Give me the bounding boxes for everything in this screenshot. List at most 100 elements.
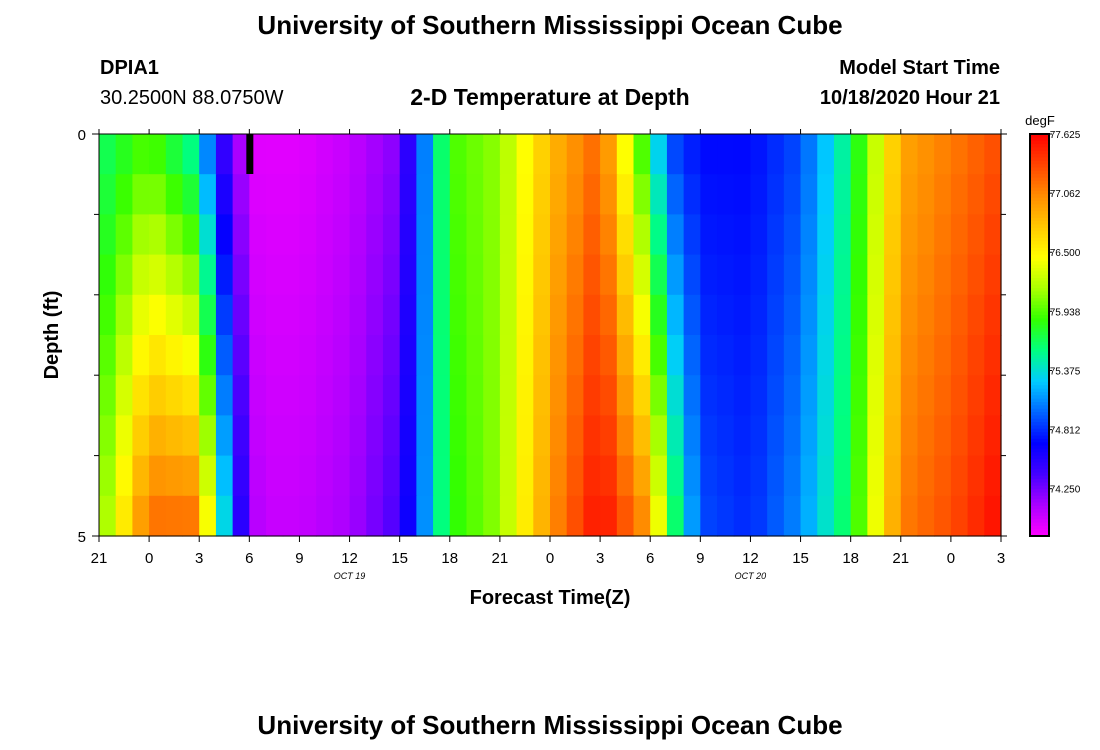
heatmap-cell	[282, 214, 301, 256]
heatmap-cell	[783, 415, 802, 457]
heatmap-cell	[833, 294, 852, 336]
colorbar-segment	[1030, 348, 1049, 353]
colorbar-segment	[1030, 318, 1049, 323]
heatmap-cell	[165, 455, 184, 497]
heatmap-cell	[850, 415, 868, 457]
heatmap-cell	[466, 254, 484, 296]
heatmap-cell	[884, 495, 902, 537]
heatmap-cell	[817, 495, 835, 537]
heatmap-cell	[249, 174, 267, 215]
heatmap-cell	[282, 375, 301, 416]
y-tick-label: 0	[78, 127, 86, 144]
heatmap-cell	[850, 455, 868, 497]
colorbar-segment	[1030, 301, 1049, 306]
heatmap-cell	[449, 455, 468, 497]
heatmap-cell	[483, 495, 501, 537]
heatmap-cell	[266, 294, 284, 336]
heatmap-cell	[366, 375, 384, 416]
heatmap-cell	[650, 495, 668, 537]
heatmap-cell	[967, 254, 985, 296]
heatmap-cell	[249, 455, 267, 497]
heatmap-cell	[750, 214, 768, 256]
heatmap-cell	[215, 335, 234, 376]
x-tick-label: 21	[492, 550, 509, 567]
heatmap-cell	[750, 335, 768, 376]
heatmap-cell	[583, 455, 601, 497]
heatmap-cell	[499, 254, 518, 296]
colorbar-segment	[1030, 502, 1049, 507]
heatmap-cell	[633, 375, 651, 416]
heatmap-cell	[733, 294, 752, 336]
heatmap-cell	[516, 335, 534, 376]
heatmap-cell	[399, 174, 417, 215]
date-label: OCT 20	[735, 571, 767, 581]
heatmap-cell	[382, 174, 401, 215]
heatmap-cell	[650, 214, 668, 256]
heatmap-cell	[282, 134, 301, 175]
heatmap-cell	[483, 335, 501, 376]
heatmap-cell	[934, 335, 952, 376]
heatmap-cell	[466, 335, 484, 376]
heatmap-cell	[433, 214, 451, 256]
colorbar-segment	[1030, 398, 1049, 403]
heatmap-cell	[984, 415, 1002, 457]
heatmap-cell	[950, 294, 969, 336]
heatmap-cell	[600, 294, 618, 336]
colorbar-segment	[1030, 522, 1049, 527]
heatmap-cell	[800, 294, 818, 336]
heatmap-cell	[533, 375, 551, 416]
heatmap-cell	[817, 174, 835, 215]
heatmap-cell	[650, 134, 668, 175]
heatmap-cell	[833, 375, 852, 416]
heatmap-cell	[182, 455, 200, 497]
colorbar-segment	[1030, 308, 1049, 313]
heatmap-cell	[800, 495, 818, 537]
colorbar-segment	[1030, 395, 1049, 400]
heatmap-cell	[483, 294, 501, 336]
colorbar-segment	[1030, 194, 1049, 199]
heatmap-cell	[165, 254, 184, 296]
heatmap-cell	[850, 294, 868, 336]
heatmap-cell	[366, 294, 384, 336]
heatmap-cell	[817, 294, 835, 336]
colorbar-segment	[1030, 271, 1049, 276]
heatmap-cell	[332, 214, 351, 256]
heatmap-cell	[550, 495, 568, 537]
heatmap-cell	[149, 214, 167, 256]
heatmap-cell	[967, 455, 985, 497]
colorbar-segment	[1030, 237, 1049, 242]
heatmap-cell	[449, 174, 468, 215]
heatmap-cell	[249, 335, 267, 376]
heatmap-cell	[466, 294, 484, 336]
heatmap-cell	[650, 254, 668, 296]
heatmap-cell	[767, 495, 785, 537]
colorbar-segment	[1030, 375, 1049, 380]
heatmap-cell	[583, 375, 601, 416]
colorbar-segment	[1030, 365, 1049, 370]
colorbar-segment	[1030, 254, 1049, 259]
heatmap-cell	[149, 134, 167, 175]
colorbar-segment	[1030, 190, 1049, 195]
colorbar-segment	[1030, 415, 1049, 420]
heatmap-cell	[483, 254, 501, 296]
heatmap-cell	[516, 214, 534, 256]
heatmap-cell	[182, 294, 200, 336]
heatmap-cell	[800, 375, 818, 416]
heatmap-cell	[717, 294, 735, 336]
colorbar-segment	[1030, 455, 1049, 460]
colorbar-segment	[1030, 180, 1049, 185]
x-tick-label: 0	[546, 550, 554, 567]
heatmap-cell	[583, 134, 601, 175]
heatmap-cell	[299, 134, 317, 175]
heatmap-cell	[817, 415, 835, 457]
heatmap-cell	[917, 375, 935, 416]
heatmap-cell	[282, 495, 301, 537]
heatmap-cell	[466, 415, 484, 457]
heatmap-cell	[99, 174, 117, 215]
heatmap-cell	[332, 375, 351, 416]
colorbar-tick-label: 74.250	[1050, 485, 1081, 496]
heatmap-cell	[717, 214, 735, 256]
colorbar-segment	[1030, 257, 1049, 262]
heatmap-cell	[382, 254, 401, 296]
heatmap-cell	[366, 455, 384, 497]
